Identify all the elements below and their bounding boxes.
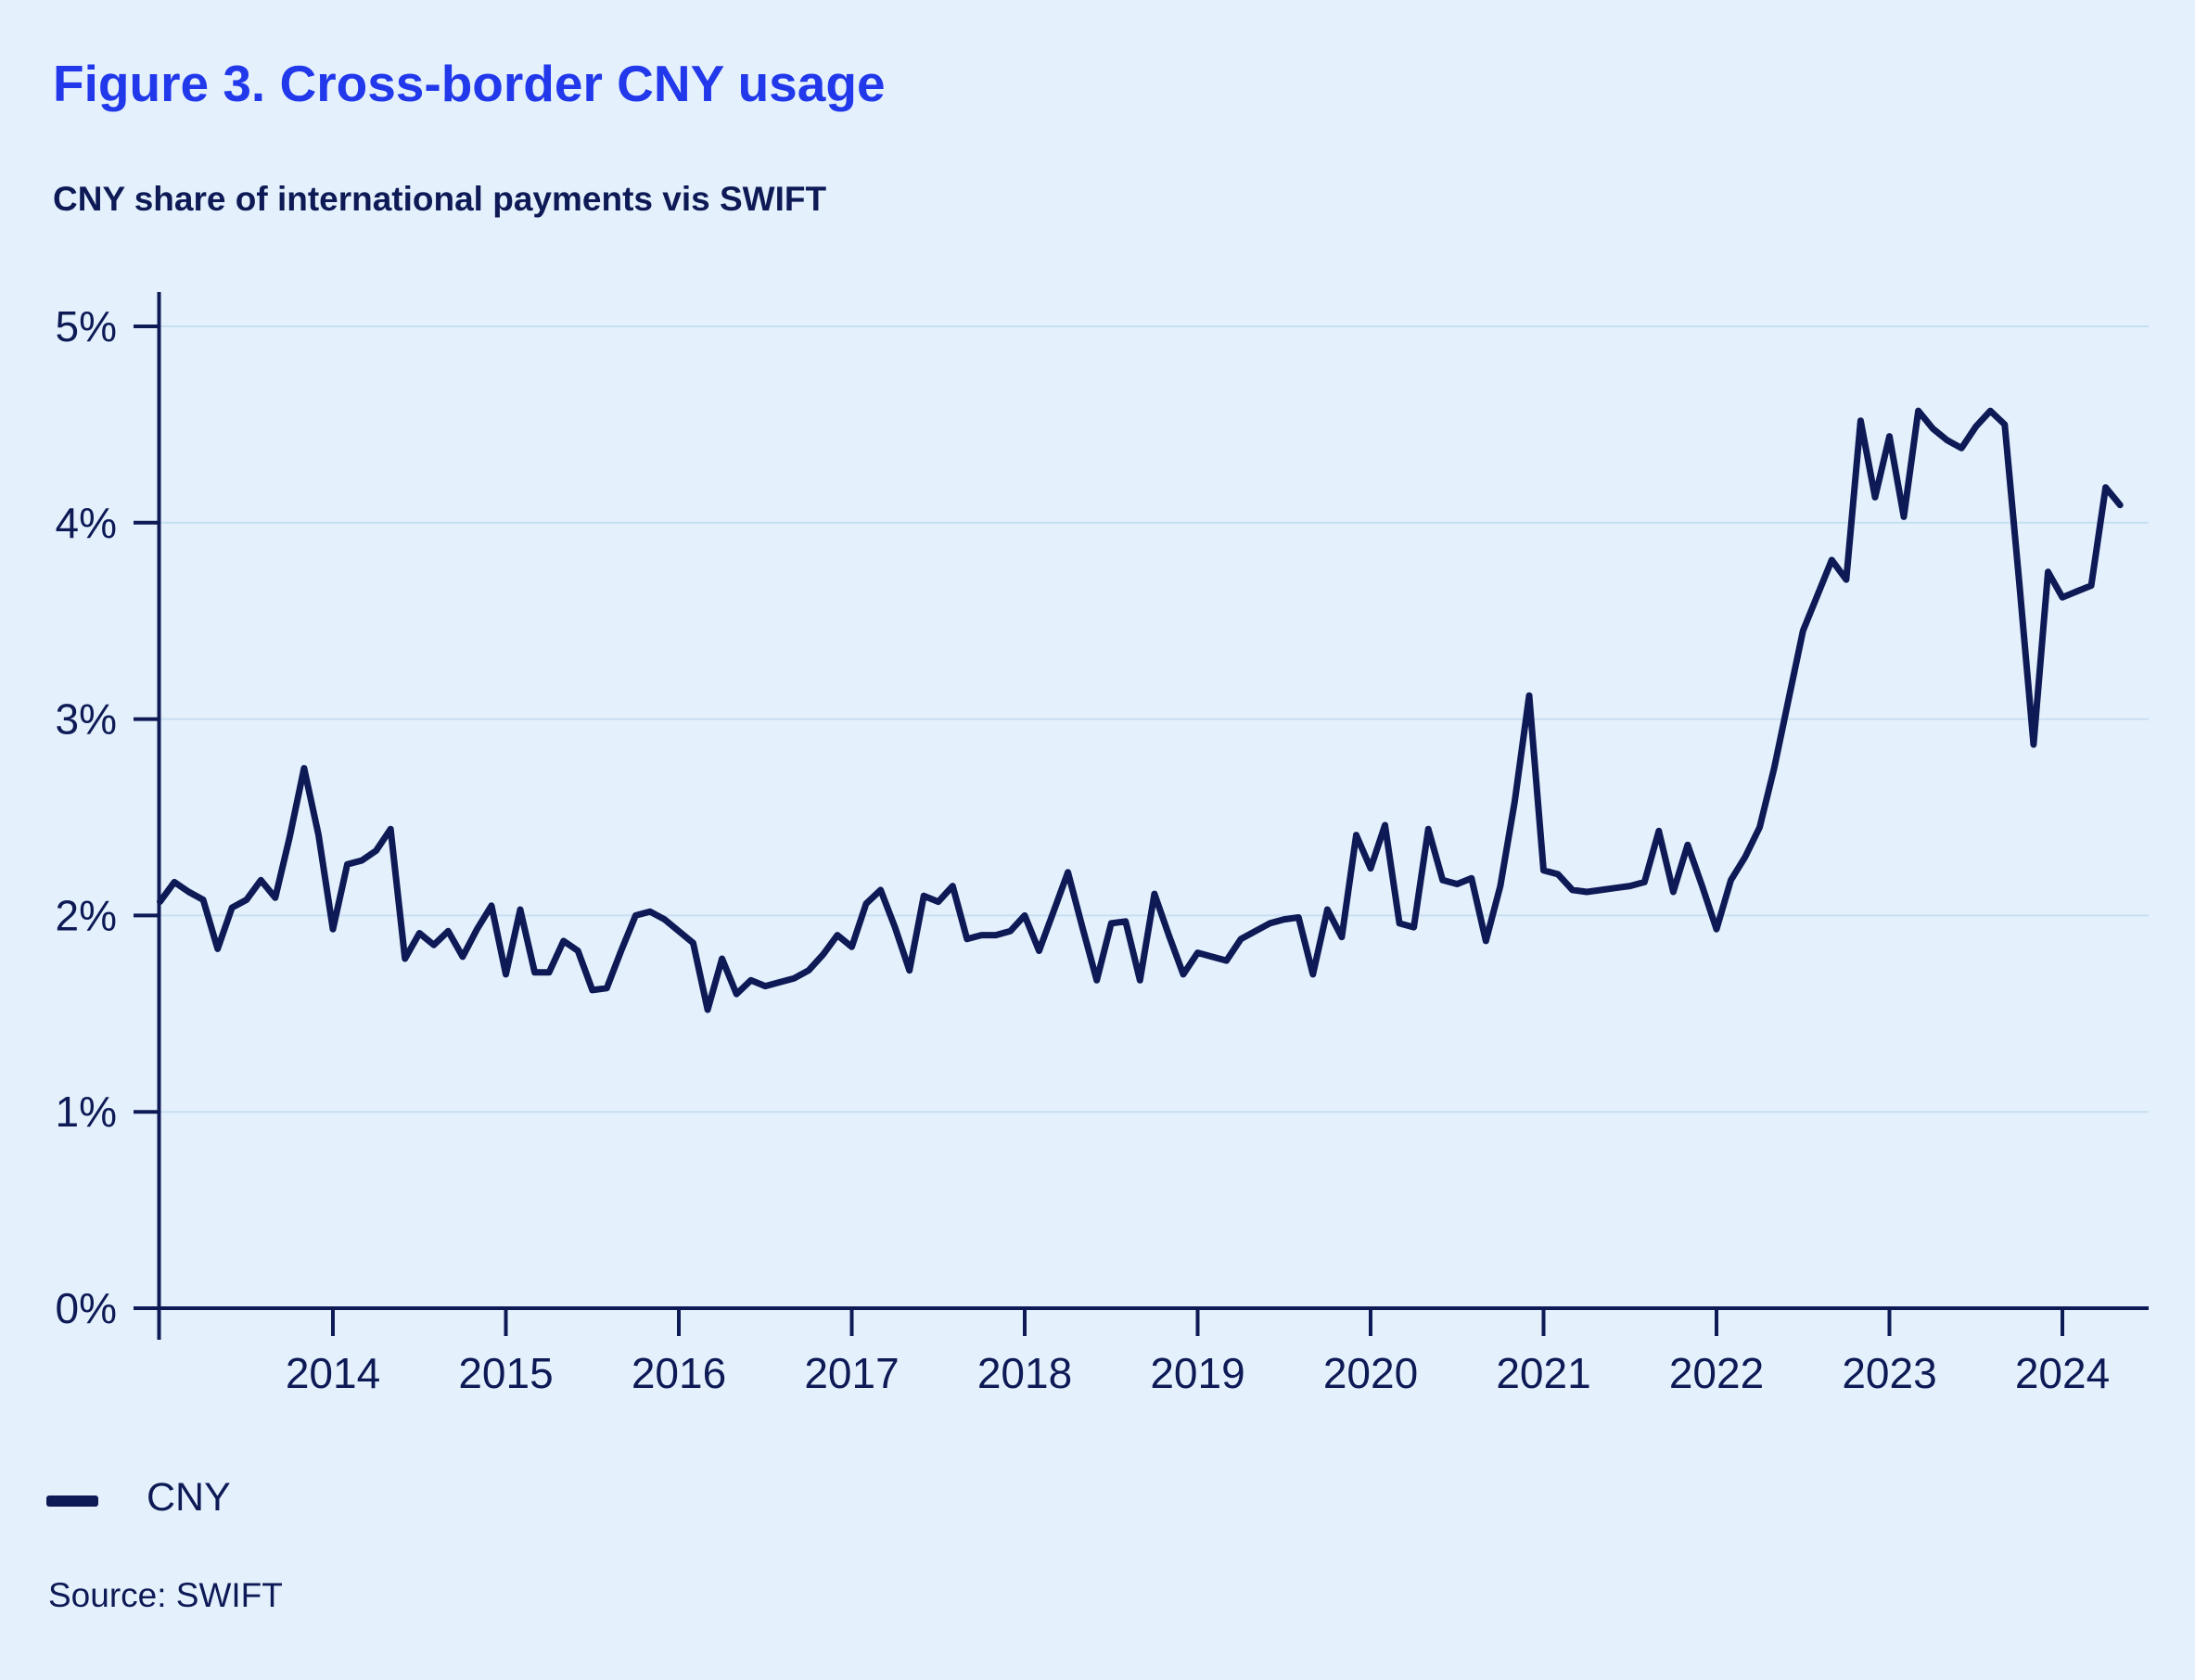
cny-legend-label: CNY <box>147 1475 231 1520</box>
x-tick-label: 2023 <box>1842 1349 1936 1397</box>
y-tick-label: 2% <box>56 891 117 939</box>
y-tick-label: 4% <box>56 499 117 547</box>
x-tick-label: 2020 <box>1323 1349 1418 1397</box>
x-tick-label: 2024 <box>2015 1349 2110 1397</box>
y-tick-label: 5% <box>56 302 117 350</box>
x-tick-label: 2021 <box>1496 1349 1590 1397</box>
axes <box>134 292 2149 1340</box>
x-tick-label: 2014 <box>286 1349 380 1397</box>
figure-title: Figure 3. Cross-border CNY usage <box>53 55 886 112</box>
x-tick-label: 2022 <box>1669 1349 1764 1397</box>
y-tick-label: 3% <box>56 695 117 744</box>
y-tick-label: 1% <box>56 1088 117 1136</box>
tick-labels: 0% 1% 2% 3% 4% 5% 2014 2015 2016 2017 2018 2019 2020… <box>56 302 2111 1397</box>
cny-legend-swatch <box>46 1495 98 1507</box>
x-tick-label: 2016 <box>632 1349 726 1397</box>
x-tick-label: 2018 <box>977 1349 1072 1397</box>
x-tick-label: 2015 <box>458 1349 553 1397</box>
chart-subtitle: CNY share of international payments vis … <box>53 180 827 218</box>
gridlines <box>159 325 2149 1114</box>
x-tick-label: 2019 <box>1150 1349 1244 1397</box>
cny-line-series <box>157 407 2124 1013</box>
source-note: Source: SWIFT <box>48 1576 283 1614</box>
legend: CNY <box>46 1475 231 1521</box>
x-tick-label: 2017 <box>804 1349 899 1397</box>
y-tick-label: 0% <box>56 1284 117 1332</box>
